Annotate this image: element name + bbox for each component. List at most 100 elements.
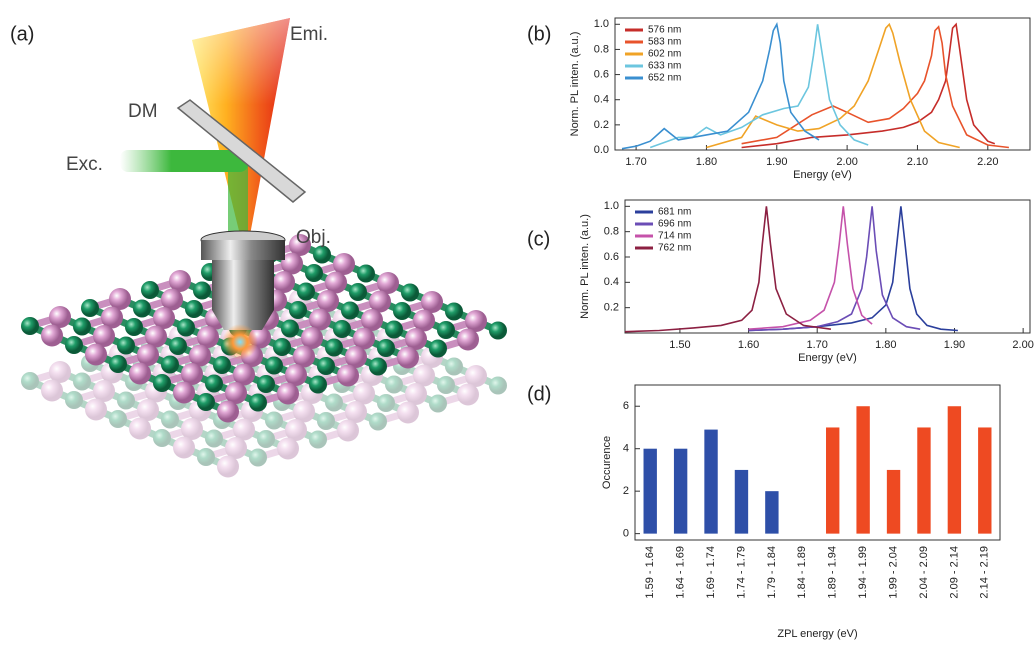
nitrogen-atom (445, 357, 463, 376)
nitrogen-atom (81, 299, 99, 317)
boron-atom (337, 419, 359, 442)
boron-atom (465, 310, 487, 332)
y-tick-label: 0.8 (594, 43, 609, 55)
nitrogen-atom (401, 283, 419, 302)
nitrogen-atom (349, 283, 367, 301)
x-tick-label: 1.60 (738, 339, 759, 351)
nitrogen-atom (393, 302, 411, 320)
boron-atom (277, 382, 299, 405)
x-tick-label: 2.09 - 2.14 (948, 546, 960, 599)
nitrogen-atom (265, 356, 283, 375)
legend-label: 714 nm (658, 231, 691, 242)
bar (673, 448, 688, 534)
boron-atom (413, 364, 435, 387)
nitrogen-atom (317, 412, 335, 430)
boron-atom (293, 400, 315, 423)
nitrogen-atom (309, 375, 327, 394)
boron-atom (317, 290, 339, 312)
spectrum-line (748, 206, 873, 330)
boron-atom (181, 418, 203, 440)
nitrogen-atom (297, 282, 315, 301)
nitrogen-atom (109, 355, 127, 373)
optics (120, 18, 307, 360)
boron-atom (353, 382, 375, 405)
boron-atom (217, 400, 239, 423)
boron-atom (93, 380, 115, 402)
bar (947, 406, 962, 534)
boron-atom (289, 234, 311, 256)
x-tick-label: 1.64 - 1.69 (675, 546, 687, 599)
x-tick-label: 1.69 - 1.74 (705, 546, 717, 599)
spectrum-line (621, 21, 820, 150)
boron-atom (233, 418, 255, 441)
nitrogen-atom (185, 300, 203, 318)
panel-label: (a) (10, 23, 34, 45)
boron-atom (49, 361, 71, 383)
nitrogen-atom (141, 281, 159, 299)
bar (643, 448, 657, 534)
boron-atom (353, 327, 375, 350)
boron-atom (277, 437, 299, 460)
nitrogen-atom (125, 318, 143, 336)
x-tick-label: 2.14 - 2.19 (979, 546, 991, 599)
boron-atom (369, 290, 391, 313)
nitrogen-atom (265, 411, 283, 430)
boron-atom (181, 363, 203, 385)
nitrogen-atom (205, 429, 223, 448)
boron-atom (405, 328, 427, 350)
nitrogen-atom (369, 357, 387, 376)
legend-label: 652 nm (648, 73, 681, 84)
x-tick-label: 1.80 (875, 339, 896, 351)
nitrogen-atom (317, 357, 335, 375)
boron-atom (233, 363, 255, 386)
nitrogen-atom (197, 393, 215, 411)
panel-label: (b) (527, 23, 551, 45)
boron-atom (405, 383, 427, 405)
excitation-beam (120, 150, 248, 172)
nitrogen-atom (117, 336, 135, 355)
nitrogen-atom (133, 299, 151, 318)
boron-atom (197, 326, 219, 348)
nitrogen-atom (257, 430, 275, 448)
x-tick-label: 1.90 (944, 339, 965, 351)
nitrogen-atom (489, 376, 507, 395)
boron-atom (345, 346, 367, 368)
bar (917, 427, 931, 534)
spectrum-line (624, 206, 832, 333)
x-axis-label: ZPL energy (eV) (777, 628, 857, 640)
plot-frame (624, 199, 1031, 334)
nitrogen-atom (205, 374, 223, 393)
nitrogen-atom (109, 410, 127, 428)
boron-atom (153, 307, 175, 329)
y-tick-label: 0.2 (604, 302, 619, 314)
y-tick-label: 0.6 (604, 251, 619, 263)
legend-label: 633 nm (648, 61, 681, 72)
boron-atom (465, 365, 487, 387)
excitation-label: Exc. (66, 154, 103, 175)
nitrogen-atom (341, 301, 359, 320)
excitation-down (228, 160, 248, 240)
boron-atom (345, 401, 367, 423)
spectrum-line (706, 22, 960, 149)
boron-atom (397, 346, 419, 369)
x-tick-label: 1.50 (669, 339, 690, 351)
nitrogen-atom (21, 372, 39, 390)
nitrogen-atom (273, 338, 291, 356)
boron-atom (325, 271, 347, 294)
nitrogen-atom (325, 393, 343, 412)
x-tick-label: 2.00 (836, 156, 857, 168)
nitrogen-atom (153, 374, 171, 392)
nitrogen-atom (309, 430, 327, 449)
legend-label: 696 nm (658, 219, 691, 230)
x-tick-label: 1.80 (696, 156, 717, 168)
y-tick-label: 2 (623, 485, 629, 497)
x-tick-label: 2.00 (1012, 339, 1033, 351)
boron-atom (217, 455, 239, 478)
y-tick-label: 1.0 (594, 18, 609, 30)
y-tick-label: 4 (623, 443, 629, 455)
mirror-label: DM (128, 101, 158, 122)
y-tick-label: 0 (623, 528, 629, 540)
nitrogen-atom (197, 448, 215, 466)
panel-label: (c) (527, 228, 550, 250)
y-tick-label: 0.8 (604, 226, 619, 238)
